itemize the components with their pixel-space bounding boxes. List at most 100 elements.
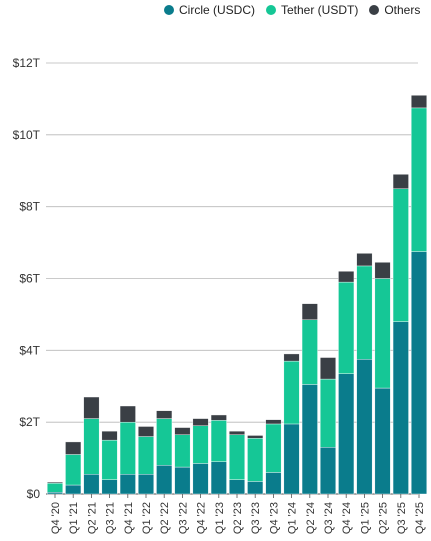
bar-segment-others [229,430,245,435]
bar-segment-tether [338,281,355,374]
x-tick-label: Q3 '23 [250,502,262,534]
x-tick-label: Q1 '22 [141,502,153,534]
bar-segment-others [101,430,118,441]
bar-segment-tether [65,454,82,486]
bar-segment-tether [265,423,282,473]
bar-segment-others [411,95,427,109]
bar-segment-others [356,253,373,267]
bar-segment-tether [138,436,154,475]
x-axis-ticks: Q4 '20 Q1 '21 Q2 '21 Q3 '21 Q4 '21 Q1 '22 Q2 '… [50,494,426,534]
bar-segment-circle [138,474,154,495]
bars [47,95,427,495]
bar-segment-tether [174,434,191,468]
bar-segment-others [174,427,191,435]
bar-segment-others [283,353,300,362]
bar-segment-tether [83,418,100,475]
bar-segment-tether [156,418,173,466]
x-tick-label: Q1 '24 [287,502,299,534]
bar-segment-circle [119,474,136,495]
bar-segment-circle [265,472,282,495]
bar-segment-tether [210,420,227,462]
x-tick-label: Q3 '22 [177,502,189,534]
x-tick-label: Q4 '23 [268,502,280,534]
x-tick-label: Q2 '22 [159,502,171,534]
bar-segment-circle [156,465,173,495]
bar-segment-others [192,418,209,426]
bar-segment-tether [374,278,391,389]
legend-item-tether: Tether (USDT) [266,3,358,17]
bar-segment-circle [210,461,227,495]
bar-segment-others [83,396,100,419]
bar-segment-circle [374,387,391,495]
y-tick-label: $8T [19,200,40,214]
x-tick-label: Q2 '25 [378,502,390,534]
bar-segment-tether [283,360,300,425]
bar-segment-circle [47,492,63,495]
x-tick-label: Q3 '21 [105,502,117,534]
legend-label-circle: Circle (USDC) [179,3,255,17]
legend-item-others: Others [369,3,420,17]
bar-segment-tether [392,188,409,322]
bar-segment-circle [392,321,409,495]
bar-segment-others [156,410,173,419]
bar-segment-circle [301,384,318,495]
bar-segment-tether [229,434,245,480]
bar-segment-tether [101,439,118,480]
y-tick-label: $10T [13,128,41,142]
bar-segment-tether [320,378,336,448]
bar-segment-circle [65,484,82,495]
bar-segment-circle [247,481,264,495]
x-tick-label: Q1 '25 [359,502,371,534]
x-tick-label: Q4 '24 [341,502,353,534]
bar-segment-circle [229,479,245,495]
y-tick-label: $12T [13,56,41,70]
bar-segment-circle [192,463,209,495]
bar-segment-circle [356,359,373,495]
bar-segment-tether [356,265,373,360]
bar-segment-circle [320,447,336,495]
x-tick-label: Q4 '25 [414,502,426,534]
y-axis-ticks: $0 $2T $4T $6T $8T $10T $12T [13,56,41,501]
x-tick-label: Q4 '20 [50,502,62,534]
bar-segment-others [47,481,63,484]
bar-segment-others [374,262,391,279]
x-tick-label: Q2 '23 [232,502,244,534]
x-tick-label: Q3 '24 [323,502,335,534]
legend-label-others: Others [384,3,421,17]
bar-segment-others [392,174,409,189]
x-tick-label: Q1 '23 [214,502,226,534]
bar-segment-circle [101,479,118,495]
bar-segment-tether [47,483,63,493]
y-tick-label: $4T [19,343,40,357]
x-tick-label: Q3 '25 [396,502,408,534]
legend-swatch-circle [164,5,174,15]
x-tick-label: Q4 '21 [123,502,135,534]
bar-segment-others [320,357,336,380]
bar-segment-others [338,271,355,283]
bar-segment-others [265,419,282,425]
y-tick-label: $0 [27,487,41,501]
legend-swatch-tether [266,5,276,15]
legend-label-tether: Tether (USDT) [281,3,359,17]
bar-segment-tether [247,438,264,482]
bar-segment-tether [411,107,427,252]
legend-item-circle: Circle (USDC) [164,3,255,17]
bar-segment-circle [83,474,100,495]
bar-segment-others [210,414,227,421]
y-tick-label: $2T [19,415,40,429]
legend-swatch-others [369,5,380,15]
x-tick-label: Q4 '22 [196,502,208,534]
bar-segment-others [138,426,154,437]
legend: Circle (USDC) Tether (USDT) Others [164,2,420,18]
x-tick-label: Q2 '21 [86,502,98,534]
bar-segment-tether [301,319,318,385]
bar-segment-circle [411,251,427,495]
bar-segment-others [65,441,82,455]
bar-segment-circle [283,423,300,495]
bar-segment-circle [174,466,191,495]
bar-segment-tether [192,425,209,464]
bar-segment-tether [119,421,136,475]
bar-segment-others [119,405,136,423]
bar-segment-circle [338,373,355,495]
